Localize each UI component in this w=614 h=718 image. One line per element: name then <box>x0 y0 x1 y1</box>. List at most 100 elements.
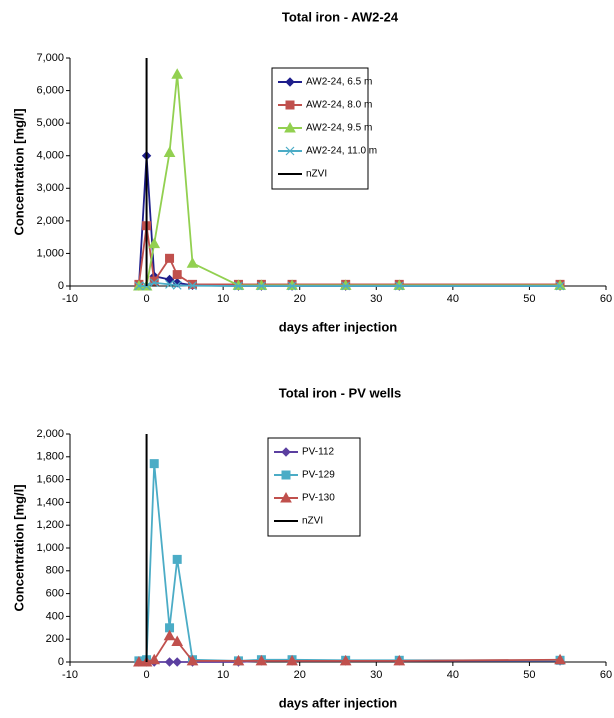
marker <box>255 654 268 666</box>
marker <box>165 279 174 289</box>
y-tick-label: 1,800 <box>36 451 64 463</box>
chart-title: Total iron - AW2-24 <box>282 9 399 24</box>
x-tick-label: 50 <box>523 293 535 305</box>
marker <box>133 655 145 667</box>
marker <box>339 654 352 666</box>
y-tick-label: 1,400 <box>36 496 64 508</box>
marker <box>555 281 565 291</box>
marker <box>172 278 182 288</box>
y-axis-label: Concentration [mg/l] <box>11 484 26 611</box>
y-tick-label: 1,600 <box>36 474 64 486</box>
legend-label: nZVI <box>306 169 327 180</box>
marker <box>339 279 352 290</box>
marker <box>149 459 159 469</box>
marker <box>172 280 182 290</box>
marker <box>232 279 245 290</box>
marker <box>285 77 295 87</box>
marker <box>186 257 199 268</box>
x-tick-label: 0 <box>144 293 150 305</box>
series <box>133 629 566 667</box>
y-tick-label: 5,000 <box>36 117 64 129</box>
y-tick-label: 1,000 <box>36 542 64 554</box>
marker <box>287 281 297 291</box>
y-tick-label: 4,000 <box>36 150 64 162</box>
legend-label: PV-130 <box>302 493 335 504</box>
y-tick-label: 800 <box>46 565 64 577</box>
legend-label: AW2-24, 6.5 m <box>306 77 372 88</box>
marker <box>172 270 182 280</box>
marker <box>286 654 298 666</box>
legend-label: AW2-24, 11.0 m <box>306 146 377 157</box>
marker <box>186 654 199 666</box>
series <box>134 278 565 291</box>
legend-label: PV-129 <box>302 470 335 481</box>
x-tick-label: 50 <box>523 669 535 681</box>
marker <box>280 491 292 503</box>
x-axis-label: days after injection <box>279 695 398 710</box>
series-line <box>138 225 561 286</box>
marker <box>134 281 144 291</box>
marker <box>285 146 295 156</box>
y-tick-label: 6,000 <box>36 84 64 96</box>
x-tick-label: 10 <box>217 293 229 305</box>
x-tick-label: 20 <box>294 669 306 681</box>
marker <box>148 653 161 665</box>
marker <box>149 276 159 286</box>
y-tick-label: 1,200 <box>36 519 64 531</box>
marker <box>284 121 296 133</box>
x-tick-label: 30 <box>370 669 382 681</box>
marker <box>393 654 406 666</box>
marker <box>171 68 184 79</box>
marker <box>172 657 182 667</box>
marker <box>341 281 351 291</box>
y-axis-label: Concentration [mg/l] <box>11 108 26 235</box>
marker <box>188 281 197 291</box>
legend-label: AW2-24, 9.5 m <box>306 123 372 134</box>
marker <box>165 253 175 263</box>
y-tick-label: 0 <box>58 656 64 668</box>
y-tick-label: 200 <box>46 633 64 645</box>
marker <box>554 653 566 665</box>
marker <box>188 279 198 289</box>
x-tick-label: 10 <box>217 669 229 681</box>
y-tick-label: 1,000 <box>36 247 64 259</box>
marker <box>257 281 266 291</box>
y-tick-label: 600 <box>46 588 64 600</box>
marker <box>163 629 176 641</box>
chart-title: Total iron - PV wells <box>279 385 402 400</box>
y-tick-label: 400 <box>46 610 64 622</box>
marker <box>171 635 184 646</box>
marker <box>393 279 406 290</box>
y-tick-label: 2,000 <box>36 428 64 440</box>
legend: PV-112 PV-129 PV-130 nZVI <box>267 437 361 537</box>
x-tick-label: 40 <box>447 293 459 305</box>
legend-label: AW2-24, 8.0 m <box>306 100 372 111</box>
marker <box>281 470 291 480</box>
marker <box>234 281 243 291</box>
marker <box>285 100 295 110</box>
x-tick-label: 0 <box>144 669 150 681</box>
x-tick-label: 60 <box>600 669 612 681</box>
marker <box>163 146 176 157</box>
marker <box>255 279 268 290</box>
x-tick-label: 60 <box>600 293 612 305</box>
y-tick-label: 0 <box>58 280 64 292</box>
series <box>134 221 565 289</box>
marker <box>286 279 298 290</box>
marker <box>232 654 245 666</box>
x-axis-label: days after injection <box>279 319 398 334</box>
legend-label: nZVI <box>302 516 323 527</box>
x-tick-label: 40 <box>447 669 459 681</box>
marker <box>149 278 159 288</box>
marker <box>172 554 182 564</box>
marker <box>164 657 175 667</box>
legend: AW2-24, 6.5 m AW2-24, 8.0 m AW2-24, 9.5 m A… <box>271 67 377 190</box>
marker <box>148 237 161 249</box>
marker <box>281 447 291 457</box>
legend-label: PV-112 <box>302 447 334 458</box>
y-tick-label: 3,000 <box>36 182 64 194</box>
marker <box>394 281 404 291</box>
x-tick-label: -10 <box>62 293 78 305</box>
